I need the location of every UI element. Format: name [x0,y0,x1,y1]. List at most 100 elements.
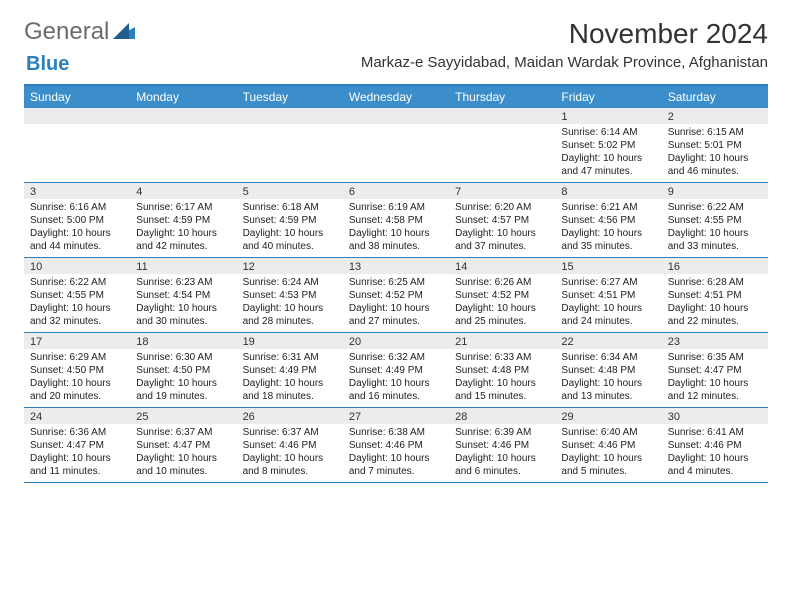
day-number [237,108,343,124]
day-cell: 13Sunrise: 6:25 AMSunset: 4:52 PMDayligh… [343,258,449,332]
month-title: November 2024 [361,18,768,50]
daylight-text: Daylight: 10 hours and 42 minutes. [136,227,230,253]
day-cell: 11Sunrise: 6:23 AMSunset: 4:54 PMDayligh… [130,258,236,332]
sunset-text: Sunset: 4:50 PM [136,364,230,377]
day-number: 17 [24,333,130,349]
daylight-text: Daylight: 10 hours and 40 minutes. [243,227,337,253]
daylight-text: Daylight: 10 hours and 20 minutes. [30,377,124,403]
day-cell: 1Sunrise: 6:14 AMSunset: 5:02 PMDaylight… [555,108,661,182]
daylight-text: Daylight: 10 hours and 37 minutes. [455,227,549,253]
sunset-text: Sunset: 4:51 PM [561,289,655,302]
sunrise-text: Sunrise: 6:22 AM [30,276,124,289]
day-body: Sunrise: 6:24 AMSunset: 4:53 PMDaylight:… [237,274,343,332]
day-cell: 21Sunrise: 6:33 AMSunset: 4:48 PMDayligh… [449,333,555,407]
sunrise-text: Sunrise: 6:31 AM [243,351,337,364]
day-body: Sunrise: 6:36 AMSunset: 4:47 PMDaylight:… [24,424,130,482]
sunset-text: Sunset: 4:46 PM [668,439,762,452]
day-cell: 14Sunrise: 6:26 AMSunset: 4:52 PMDayligh… [449,258,555,332]
day-header-wed: Wednesday [343,86,449,108]
day-body: Sunrise: 6:35 AMSunset: 4:47 PMDaylight:… [662,349,768,407]
day-body: Sunrise: 6:18 AMSunset: 4:59 PMDaylight:… [237,199,343,257]
sunrise-text: Sunrise: 6:39 AM [455,426,549,439]
daylight-text: Daylight: 10 hours and 47 minutes. [561,152,655,178]
day-number: 28 [449,408,555,424]
day-number [24,108,130,124]
sunrise-text: Sunrise: 6:30 AM [136,351,230,364]
sunset-text: Sunset: 4:55 PM [30,289,124,302]
day-number: 29 [555,408,661,424]
sunrise-text: Sunrise: 6:25 AM [349,276,443,289]
day-body: Sunrise: 6:19 AMSunset: 4:58 PMDaylight:… [343,199,449,257]
sunset-text: Sunset: 4:52 PM [455,289,549,302]
sunset-text: Sunset: 5:02 PM [561,139,655,152]
logo-text-general: General [24,18,109,46]
day-body: Sunrise: 6:16 AMSunset: 5:00 PMDaylight:… [24,199,130,257]
day-number: 27 [343,408,449,424]
sunset-text: Sunset: 5:01 PM [668,139,762,152]
day-body: Sunrise: 6:28 AMSunset: 4:51 PMDaylight:… [662,274,768,332]
sunrise-text: Sunrise: 6:23 AM [136,276,230,289]
day-number: 9 [662,183,768,199]
calendar-page: General November 2024 Markaz-e Sayyidaba… [0,0,792,483]
day-header-sat: Saturday [662,86,768,108]
day-cell: 17Sunrise: 6:29 AMSunset: 4:50 PMDayligh… [24,333,130,407]
day-number: 7 [449,183,555,199]
sunset-text: Sunset: 4:48 PM [455,364,549,377]
day-header-fri: Friday [555,86,661,108]
day-number: 23 [662,333,768,349]
day-body: Sunrise: 6:25 AMSunset: 4:52 PMDaylight:… [343,274,449,332]
day-cell: 27Sunrise: 6:38 AMSunset: 4:46 PMDayligh… [343,408,449,482]
day-number [343,108,449,124]
sunrise-text: Sunrise: 6:20 AM [455,201,549,214]
day-number: 16 [662,258,768,274]
day-cell: 23Sunrise: 6:35 AMSunset: 4:47 PMDayligh… [662,333,768,407]
sunset-text: Sunset: 4:55 PM [668,214,762,227]
daylight-text: Daylight: 10 hours and 15 minutes. [455,377,549,403]
sunrise-text: Sunrise: 6:16 AM [30,201,124,214]
day-body: Sunrise: 6:34 AMSunset: 4:48 PMDaylight:… [555,349,661,407]
day-number: 1 [555,108,661,124]
day-body: Sunrise: 6:37 AMSunset: 4:47 PMDaylight:… [130,424,236,482]
day-cell: 30Sunrise: 6:41 AMSunset: 4:46 PMDayligh… [662,408,768,482]
sunset-text: Sunset: 4:54 PM [136,289,230,302]
daylight-text: Daylight: 10 hours and 44 minutes. [30,227,124,253]
day-number: 3 [24,183,130,199]
day-cell: 29Sunrise: 6:40 AMSunset: 4:46 PMDayligh… [555,408,661,482]
daylight-text: Daylight: 10 hours and 22 minutes. [668,302,762,328]
day-cell: 26Sunrise: 6:37 AMSunset: 4:46 PMDayligh… [237,408,343,482]
day-header-mon: Monday [130,86,236,108]
sunset-text: Sunset: 4:47 PM [136,439,230,452]
sunset-text: Sunset: 4:50 PM [30,364,124,377]
day-number: 13 [343,258,449,274]
sunset-text: Sunset: 4:57 PM [455,214,549,227]
logo: General [24,18,137,46]
sunrise-text: Sunrise: 6:28 AM [668,276,762,289]
day-cell: 15Sunrise: 6:27 AMSunset: 4:51 PMDayligh… [555,258,661,332]
day-number: 14 [449,258,555,274]
daylight-text: Daylight: 10 hours and 7 minutes. [349,452,443,478]
sunrise-text: Sunrise: 6:34 AM [561,351,655,364]
sunset-text: Sunset: 4:46 PM [561,439,655,452]
daylight-text: Daylight: 10 hours and 33 minutes. [668,227,762,253]
day-cell: 9Sunrise: 6:22 AMSunset: 4:55 PMDaylight… [662,183,768,257]
day-number [130,108,236,124]
day-cell [237,108,343,182]
day-body: Sunrise: 6:23 AMSunset: 4:54 PMDaylight:… [130,274,236,332]
day-cell: 28Sunrise: 6:39 AMSunset: 4:46 PMDayligh… [449,408,555,482]
day-cell [449,108,555,182]
day-cell: 20Sunrise: 6:32 AMSunset: 4:49 PMDayligh… [343,333,449,407]
day-cell [130,108,236,182]
sunrise-text: Sunrise: 6:24 AM [243,276,337,289]
day-cell: 24Sunrise: 6:36 AMSunset: 4:47 PMDayligh… [24,408,130,482]
sunrise-text: Sunrise: 6:33 AM [455,351,549,364]
week-row: 24Sunrise: 6:36 AMSunset: 4:47 PMDayligh… [24,408,768,483]
day-cell: 6Sunrise: 6:19 AMSunset: 4:58 PMDaylight… [343,183,449,257]
day-number: 10 [24,258,130,274]
day-body: Sunrise: 6:27 AMSunset: 4:51 PMDaylight:… [555,274,661,332]
sunset-text: Sunset: 4:49 PM [243,364,337,377]
weeks-container: 1Sunrise: 6:14 AMSunset: 5:02 PMDaylight… [24,108,768,483]
day-cell: 4Sunrise: 6:17 AMSunset: 4:59 PMDaylight… [130,183,236,257]
day-body: Sunrise: 6:31 AMSunset: 4:49 PMDaylight:… [237,349,343,407]
sunrise-text: Sunrise: 6:41 AM [668,426,762,439]
day-number: 20 [343,333,449,349]
